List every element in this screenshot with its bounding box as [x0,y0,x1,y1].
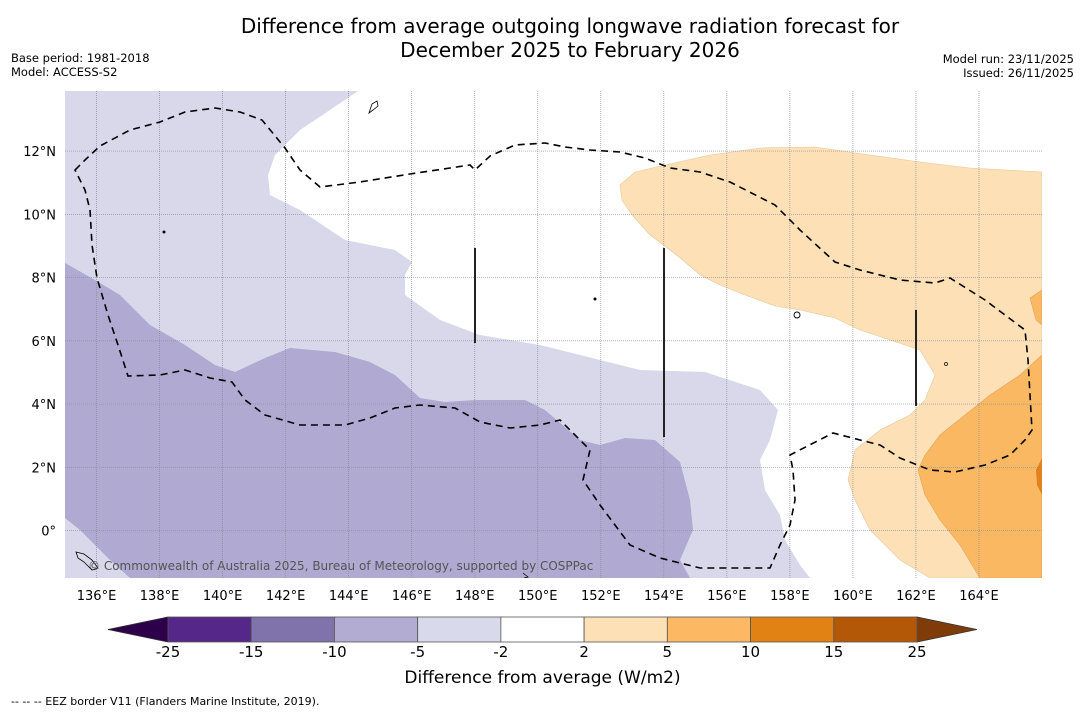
longitude-tick-label: 154°E [644,589,684,604]
colorbar-swatch [167,616,252,643]
island-outline [522,572,529,578]
gridlines [65,91,1042,578]
colorbar-tick-label: -2 [493,643,509,661]
island-dot [944,362,948,366]
island-outline [793,311,801,319]
island-outline [75,551,99,571]
model-info: Base period: 1981-2018 Model: ACCESS-S2 [11,51,150,79]
latitude-labels: 12°N 10°N 8°N 6°N 4°N 2°N 0° [23,145,56,539]
longitude-tick-label: 144°E [329,589,369,604]
latitude-tick-label: 10°N [23,208,56,223]
colorbar-swatch [417,616,502,643]
colorbar-tick-label: 2 [579,643,589,661]
colorbar-tick-label: -25 [155,643,181,661]
colorbar-tick-label: 15 [824,643,844,661]
longitude-labels: 136°E 138°E 140°E 142°E 144°E 146°E 148°E 150°E… [77,589,999,604]
colorbar-tick-label: -10 [322,643,347,661]
longitude-tick-label: 148°E [455,589,495,604]
longitude-tick-label: 152°E [581,589,621,604]
longitude-tick-label: 138°E [140,589,180,604]
latitude-tick-label: 6°N [32,335,57,350]
longitude-tick-label: 164°E [959,589,999,604]
latitude-tick-label: 4°N [32,398,57,413]
eez-border [74,107,1033,569]
colorbar [107,616,978,643]
colorbar-title: Difference from average (W/m2) [404,668,681,688]
longitude-tick-label: 158°E [770,589,810,604]
eez-legend-footnote: -- -- -- EEZ border V11 (Flanders Marine… [11,695,320,708]
longitude-tick-label: 150°E [518,589,558,604]
colorbar-swatch [250,616,335,643]
colorbar-tick-label: -15 [238,643,264,661]
colorbar-tick-label: 5 [662,643,673,661]
title-line-2: December 2025 to February 2026 [400,38,740,62]
island-dot [593,297,597,301]
longitude-tick-label: 140°E [203,589,243,604]
island-dot [162,230,166,234]
mid-purple-region [65,263,693,578]
title-line-1: Difference from average outgoing longwav… [240,14,900,38]
colorbar-swatch [583,616,668,643]
colorbar-swatch [334,616,419,643]
chart-title: Difference from average outgoing longwav… [0,14,1085,62]
longitude-tick-label: 162°E [896,589,936,604]
latitude-tick-label: 8°N [32,272,57,287]
latitude-tick-label: 12°N [23,145,56,160]
longitude-tick-label: 146°E [392,589,432,604]
colorbar-tick-label: 10 [741,643,761,661]
copyright-text: © Commonwealth of Australia 2025, Bureau… [88,559,593,573]
colorbar-tick-label: -5 [410,643,426,661]
longitude-tick-label: 142°E [266,589,306,604]
longitude-tick-label: 160°E [833,589,873,604]
colorbar-swatch [500,616,585,643]
base-period: Base period: 1981-2018 [11,51,150,65]
colorbar-tick-label: 25 [907,643,927,661]
longitude-tick-label: 156°E [707,589,747,604]
issued-date: Issued: 26/11/2025 [963,66,1074,80]
colorbar-swatch [666,616,751,643]
run-info: Model run: 23/11/2025 Issued: 26/11/2025 [943,52,1074,80]
colorbar-swatch [833,616,918,643]
latitude-tick-label: 2°N [32,461,57,476]
colorbar-under-extension [107,616,169,643]
model-run-date: Model run: 23/11/2025 [942,52,1074,66]
mid-orange-region [1029,289,1042,326]
latitude-tick-label: 0° [41,525,56,540]
longitude-tick-label: 136°E [77,589,117,604]
model-name: Model: ACCESS-S2 [11,65,118,79]
colorbar-swatch [750,616,835,643]
colorbar-over-extension [916,616,978,643]
map-panel: © Commonwealth of Australia 2025, Bureau… [65,91,1042,578]
island-outline [368,100,379,115]
